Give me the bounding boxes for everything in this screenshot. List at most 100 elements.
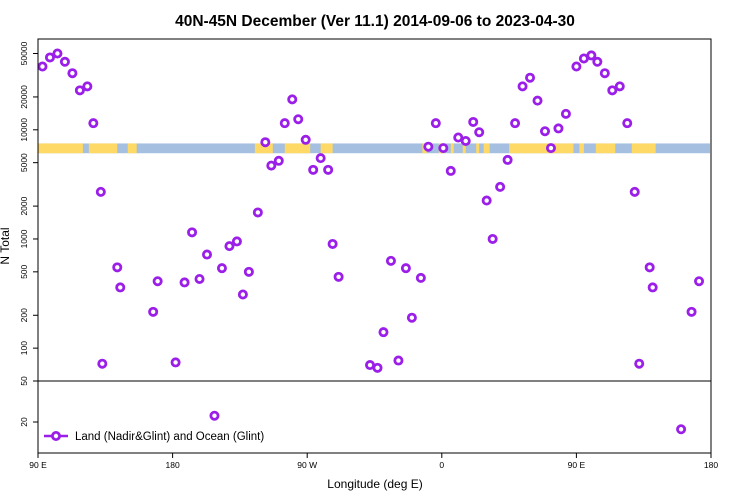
land-segment bbox=[509, 143, 574, 154]
data-point bbox=[607, 85, 618, 96]
y-tick-label: 20000 bbox=[19, 85, 29, 109]
data-point bbox=[179, 277, 190, 288]
data-point bbox=[327, 238, 338, 249]
data-point bbox=[453, 132, 464, 143]
y-axis-ticks: 20 50 100 200 500 1000 2000 5000 10000 20000 50000 bbox=[19, 41, 38, 427]
chart-title: 40N-45N December (Ver 11.1) 2014-09-06 t… bbox=[175, 13, 575, 30]
data-point bbox=[300, 134, 311, 145]
data-point bbox=[532, 95, 543, 106]
data-point bbox=[201, 249, 212, 260]
data-point bbox=[194, 273, 205, 284]
data-point bbox=[614, 81, 625, 92]
data-point bbox=[385, 255, 396, 266]
data-point bbox=[495, 181, 506, 192]
y-tick-label: 20 bbox=[19, 417, 29, 427]
data-point bbox=[82, 81, 93, 92]
land-segment bbox=[483, 143, 490, 154]
data-point bbox=[112, 262, 123, 273]
y-tick-label: 5000 bbox=[19, 153, 29, 172]
data-point bbox=[216, 263, 227, 274]
data-point bbox=[372, 362, 383, 373]
land-segment bbox=[579, 143, 584, 154]
data-point bbox=[545, 143, 556, 154]
data-point bbox=[260, 137, 271, 148]
data-point bbox=[52, 48, 63, 59]
y-tick-label: 10000 bbox=[19, 118, 29, 142]
legend-marker bbox=[51, 430, 62, 441]
x-tick-label: 90 W bbox=[297, 460, 317, 470]
data-point bbox=[415, 272, 426, 283]
data-point bbox=[560, 108, 571, 119]
data-point bbox=[539, 126, 550, 137]
y-tick-label: 50000 bbox=[19, 41, 29, 65]
data-point bbox=[187, 227, 198, 238]
data-point bbox=[460, 135, 471, 146]
land-ocean-band bbox=[38, 143, 710, 154]
data-point bbox=[59, 56, 70, 67]
data-point bbox=[95, 186, 106, 197]
data-point bbox=[323, 164, 334, 175]
data-point bbox=[279, 118, 290, 129]
land-segment bbox=[88, 143, 118, 154]
data-point bbox=[676, 424, 687, 435]
data-point bbox=[525, 72, 536, 83]
data-point bbox=[44, 52, 55, 63]
data-point bbox=[243, 266, 254, 277]
land-segment bbox=[631, 143, 656, 154]
data-point bbox=[406, 312, 417, 323]
y-tick-label: 50 bbox=[19, 376, 29, 386]
data-point bbox=[37, 61, 48, 72]
data-point bbox=[481, 195, 492, 206]
data-point bbox=[502, 154, 513, 165]
x-axis-ticks: 90 E 180 90 W 0 90 E 180 bbox=[29, 453, 718, 470]
land-segment bbox=[450, 143, 454, 154]
y-tick-label: 200 bbox=[19, 308, 29, 322]
data-point bbox=[152, 276, 163, 287]
data-point bbox=[510, 118, 521, 129]
data-point bbox=[423, 141, 434, 152]
y-axis-label: N Total bbox=[0, 227, 12, 264]
data-point bbox=[445, 165, 456, 176]
data-point bbox=[686, 306, 697, 317]
y-tick-label: 500 bbox=[19, 264, 29, 278]
land-segment bbox=[38, 143, 83, 154]
land-segment bbox=[254, 143, 273, 154]
data-point bbox=[553, 123, 564, 134]
data-point bbox=[170, 357, 181, 368]
data-point bbox=[308, 164, 319, 175]
data-point bbox=[231, 236, 242, 247]
land-segment bbox=[127, 143, 137, 154]
data-point bbox=[629, 186, 640, 197]
x-tick-label: 0 bbox=[439, 460, 444, 470]
data-point bbox=[400, 263, 411, 274]
land-segment bbox=[320, 143, 333, 154]
land-segment bbox=[462, 143, 466, 154]
land-segment bbox=[284, 143, 311, 154]
plot-frame bbox=[37, 38, 712, 454]
x-tick-label: 90 E bbox=[568, 460, 586, 470]
data-point bbox=[224, 241, 235, 252]
data-point bbox=[273, 155, 284, 166]
data-point bbox=[393, 355, 404, 366]
land-segment bbox=[595, 143, 616, 154]
data-point bbox=[430, 118, 441, 129]
data-point bbox=[252, 207, 263, 218]
data-point bbox=[474, 127, 485, 138]
legend: Land (Nadir&Glint) and Ocean (Glint) bbox=[44, 430, 264, 443]
data-point bbox=[644, 262, 655, 273]
data-point bbox=[571, 61, 582, 72]
data-point bbox=[148, 306, 159, 317]
data-point bbox=[378, 327, 389, 338]
y-tick-label: 100 bbox=[19, 341, 29, 355]
data-point bbox=[115, 282, 126, 293]
x-tick-label: 90 E bbox=[29, 460, 47, 470]
data-point bbox=[647, 282, 658, 293]
data-point bbox=[287, 94, 298, 105]
data-point bbox=[237, 289, 248, 300]
data-point bbox=[209, 410, 220, 421]
data-point bbox=[694, 276, 705, 287]
data-point bbox=[97, 358, 108, 369]
data-point bbox=[315, 153, 326, 164]
